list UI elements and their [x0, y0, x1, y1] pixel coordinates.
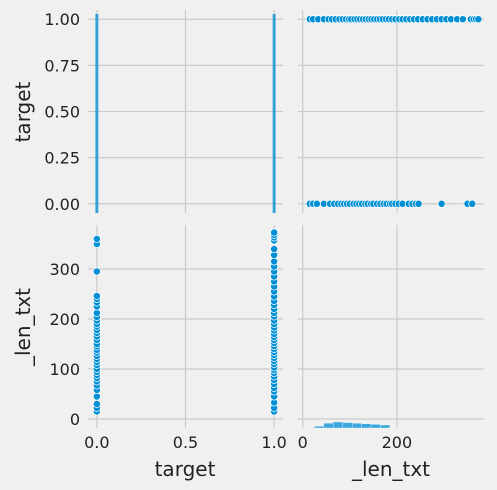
x-tick-label: 0 — [298, 433, 308, 452]
scatter-target-vs-len — [305, 15, 483, 208]
scatter-point — [92, 392, 101, 401]
scatter-point — [474, 15, 483, 24]
y-tick-label: 200 — [49, 310, 80, 329]
y-tick-label: 0.25 — [44, 149, 80, 168]
scatter-point — [414, 199, 423, 208]
scatter-point — [92, 309, 101, 317]
scatter-point — [92, 292, 101, 300]
x-tick-label: 0.5 — [173, 433, 198, 452]
scatter-point — [312, 199, 321, 208]
hist-bar — [314, 426, 325, 429]
hist-bar — [342, 422, 353, 429]
scatter-len-vs-target — [92, 228, 279, 416]
y-tick-label: 100 — [49, 360, 80, 379]
x-tick-label: 1.0 — [261, 433, 286, 452]
hist-bar — [333, 421, 343, 429]
hist-bar — [380, 424, 390, 429]
hist-len-txt — [314, 421, 390, 429]
y-tick-label: 0.00 — [44, 195, 80, 214]
scatter-point — [468, 199, 477, 208]
y-tick-label: 0.50 — [44, 103, 80, 122]
y-axis-label-target: target — [11, 81, 35, 142]
scatter-point — [92, 400, 101, 408]
panel-grid-0-0 — [88, 10, 283, 213]
scatter-point — [92, 267, 101, 276]
hist-bar — [323, 423, 334, 429]
scatter-point — [437, 199, 446, 208]
scatter-point — [270, 228, 279, 237]
y-tick-label: 0 — [70, 410, 80, 429]
x-tick-label: 0.0 — [84, 433, 109, 452]
panel-grid-1-0 — [88, 225, 283, 428]
x-axis-label-len-txt: _len_txt — [351, 457, 430, 481]
y-tick-label: 0.75 — [44, 56, 80, 75]
scatter-point — [458, 15, 467, 24]
y-tick-label: 300 — [49, 260, 80, 279]
hist-target — [95, 14, 276, 213]
y-tick-label: 1.00 — [44, 10, 80, 29]
hist-bar — [95, 14, 99, 213]
hist-bar — [272, 14, 276, 213]
panel-grid-1-1 — [298, 225, 484, 428]
y-axis-label-len-txt: _len_txt — [11, 288, 35, 367]
hist-bar — [352, 423, 362, 429]
x-tick-label: 200 — [382, 433, 413, 452]
scatter-point — [270, 257, 279, 266]
x-axis-label-target: target — [155, 457, 216, 481]
scatter-point — [92, 235, 101, 243]
panel-grid-0-1 — [298, 10, 484, 213]
hist-bar — [370, 424, 381, 429]
hist-bar — [361, 423, 372, 429]
scatter-point — [270, 245, 279, 253]
